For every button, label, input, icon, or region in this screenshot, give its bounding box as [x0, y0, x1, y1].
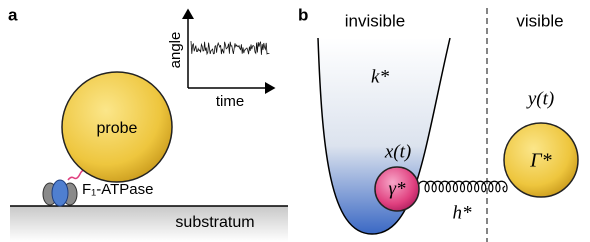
position-label: x(t): [384, 141, 411, 162]
figure: a angle time substratum F₁-ATPase probe …: [0, 0, 590, 242]
region-label: visible: [516, 11, 563, 30]
position-label: y(t): [526, 88, 554, 109]
probe-label: probe: [97, 120, 138, 137]
stiffness-label: k*: [371, 66, 389, 87]
coupling-label: h*: [453, 202, 473, 223]
inset-y-label: angle: [167, 32, 184, 69]
inset-trace: [191, 41, 269, 55]
motor-label: F₁-ATPase: [82, 181, 153, 198]
spring: [418, 181, 507, 192]
panel-label: a: [8, 5, 18, 24]
panel-label: b: [298, 5, 308, 24]
substrate-label: substratum: [175, 214, 254, 231]
region-label: invisible: [345, 11, 405, 30]
motor-subunit: [52, 180, 68, 206]
inset-x-label: time: [216, 93, 244, 110]
friction-label: γ*: [389, 178, 406, 199]
friction-label: Γ*: [529, 150, 551, 172]
